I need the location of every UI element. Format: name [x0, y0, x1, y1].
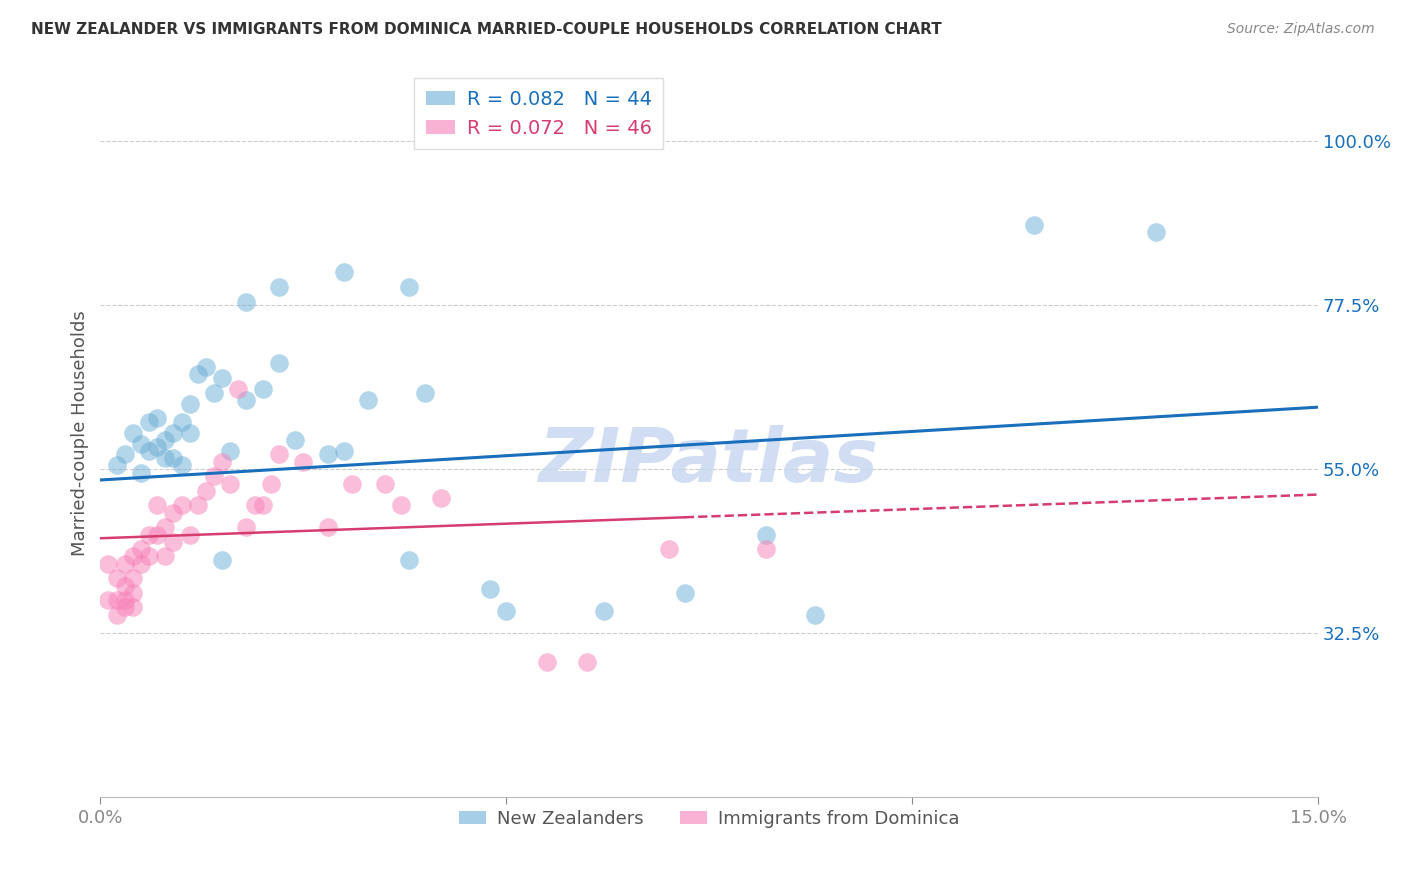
Point	[673, 586, 696, 600]
Point	[114, 600, 136, 615]
Point	[389, 499, 412, 513]
Point	[267, 280, 290, 294]
Point	[1022, 218, 1045, 232]
Point	[162, 506, 184, 520]
Point	[114, 557, 136, 571]
Point	[243, 499, 266, 513]
Point	[129, 436, 152, 450]
Point	[219, 443, 242, 458]
Point	[105, 458, 128, 473]
Point	[170, 499, 193, 513]
Point	[97, 557, 120, 571]
Point	[187, 499, 209, 513]
Text: Source: ZipAtlas.com: Source: ZipAtlas.com	[1227, 22, 1375, 37]
Point	[121, 571, 143, 585]
Text: NEW ZEALANDER VS IMMIGRANTS FROM DOMINICA MARRIED-COUPLE HOUSEHOLDS CORRELATION : NEW ZEALANDER VS IMMIGRANTS FROM DOMINIC…	[31, 22, 942, 37]
Point	[97, 593, 120, 607]
Point	[333, 443, 356, 458]
Point	[179, 396, 201, 410]
Point	[228, 382, 250, 396]
Legend: New Zealanders, Immigrants from Dominica: New Zealanders, Immigrants from Dominica	[451, 803, 966, 835]
Point	[211, 553, 233, 567]
Point	[592, 604, 614, 618]
Point	[430, 491, 453, 506]
Point	[170, 458, 193, 473]
Point	[211, 455, 233, 469]
Point	[121, 549, 143, 564]
Point	[179, 527, 201, 541]
Point	[129, 557, 152, 571]
Point	[187, 368, 209, 382]
Point	[121, 586, 143, 600]
Point	[138, 549, 160, 564]
Point	[138, 527, 160, 541]
Point	[755, 527, 778, 541]
Point	[129, 542, 152, 557]
Point	[129, 466, 152, 480]
Point	[121, 425, 143, 440]
Text: ZIPatlas: ZIPatlas	[540, 425, 879, 499]
Point	[235, 520, 257, 534]
Point	[194, 483, 217, 498]
Point	[252, 499, 274, 513]
Point	[146, 499, 169, 513]
Point	[155, 520, 177, 534]
Point	[479, 582, 502, 597]
Point	[162, 425, 184, 440]
Point	[219, 476, 242, 491]
Y-axis label: Married-couple Households: Married-couple Households	[72, 310, 89, 556]
Point	[170, 415, 193, 429]
Point	[235, 294, 257, 309]
Point	[340, 476, 363, 491]
Point	[536, 655, 558, 669]
Point	[235, 392, 257, 407]
Point	[162, 451, 184, 466]
Point	[105, 571, 128, 585]
Point	[146, 411, 169, 425]
Point	[804, 607, 827, 622]
Point	[105, 607, 128, 622]
Point	[121, 600, 143, 615]
Point	[357, 392, 380, 407]
Point	[211, 371, 233, 385]
Point	[194, 360, 217, 375]
Point	[260, 476, 283, 491]
Point	[316, 448, 339, 462]
Point	[114, 578, 136, 592]
Point	[155, 549, 177, 564]
Point	[155, 451, 177, 466]
Point	[146, 440, 169, 454]
Point	[267, 448, 290, 462]
Point	[373, 476, 395, 491]
Point	[413, 385, 436, 400]
Point	[252, 382, 274, 396]
Point	[576, 655, 599, 669]
Point	[398, 280, 420, 294]
Point	[162, 535, 184, 549]
Point	[138, 415, 160, 429]
Point	[202, 469, 225, 483]
Point	[179, 425, 201, 440]
Point	[398, 553, 420, 567]
Point	[155, 433, 177, 447]
Point	[495, 604, 517, 618]
Point	[316, 520, 339, 534]
Point	[292, 455, 315, 469]
Point	[114, 593, 136, 607]
Point	[114, 448, 136, 462]
Point	[138, 443, 160, 458]
Point	[1144, 226, 1167, 240]
Point	[146, 527, 169, 541]
Point	[658, 542, 681, 557]
Point	[333, 265, 356, 279]
Point	[105, 593, 128, 607]
Point	[202, 385, 225, 400]
Point	[267, 356, 290, 370]
Point	[284, 433, 307, 447]
Point	[755, 542, 778, 557]
